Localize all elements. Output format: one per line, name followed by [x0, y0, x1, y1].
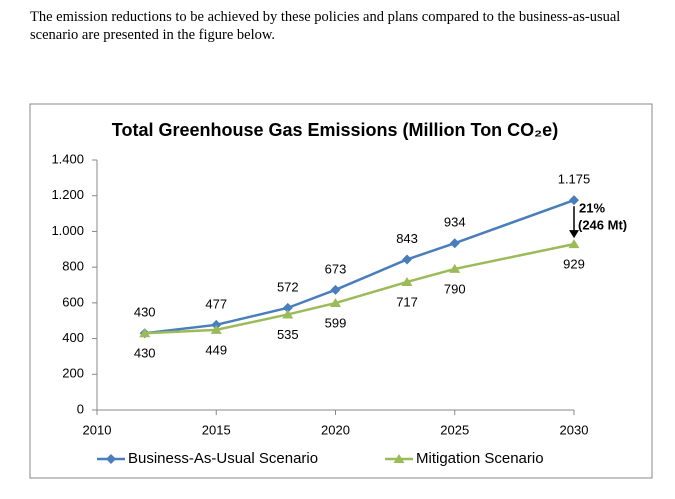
data-label: 477 [205, 296, 227, 311]
data-label: 572 [277, 279, 299, 294]
marker [106, 454, 116, 464]
data-label: 599 [325, 315, 347, 330]
data-label: 717 [396, 294, 418, 309]
marker [569, 195, 579, 206]
marker [402, 254, 413, 265]
y-tick-label: 400 [62, 330, 84, 345]
data-label: 673 [325, 261, 347, 276]
y-tick-label: 0 [77, 401, 84, 416]
marker [210, 324, 222, 334]
marker [393, 454, 405, 463]
data-label: 430 [134, 346, 156, 361]
chart-title: Total Greenhouse Gas Emissions (Million … [112, 120, 558, 140]
y-tick-label: 200 [62, 366, 84, 381]
marker [139, 328, 151, 338]
y-tick-label: 1.400 [51, 151, 84, 166]
data-label: 843 [396, 231, 418, 246]
y-tick-label: 1.000 [51, 223, 84, 238]
intro-text: The emission reductions to be achieved b… [30, 9, 621, 43]
chart-frame [29, 103, 653, 479]
marker [330, 284, 341, 295]
marker [282, 309, 294, 319]
data-label: 449 [205, 342, 227, 357]
marker [401, 276, 413, 286]
data-label: 430 [134, 305, 156, 320]
marker [330, 298, 341, 308]
annotation: (246 Mt) [578, 217, 627, 232]
data-label: 535 [277, 327, 299, 342]
data-label: 1.175 [558, 172, 591, 187]
annotation-arrowhead [569, 230, 579, 239]
marker [282, 302, 293, 313]
x-tick-label: 2030 [560, 422, 589, 437]
y-tick-label: 1.200 [51, 187, 84, 202]
y-tick-label: 800 [62, 259, 84, 274]
marker [449, 238, 460, 249]
x-tick-label: 2015 [202, 422, 231, 437]
annotation: 21% [579, 200, 605, 215]
marker [449, 263, 461, 273]
data-label: 929 [563, 257, 585, 272]
marker [568, 239, 580, 249]
legend-label: Business-As-Usual Scenario [128, 450, 318, 467]
x-tick-label: 2020 [321, 422, 350, 437]
y-tick-label: 600 [62, 294, 84, 309]
x-tick-label: 2025 [440, 422, 469, 437]
legend-label: Mitigation Scenario [416, 450, 544, 467]
x-tick-label: 2010 [83, 422, 112, 437]
data-label: 934 [444, 215, 466, 230]
data-label: 790 [444, 281, 466, 296]
